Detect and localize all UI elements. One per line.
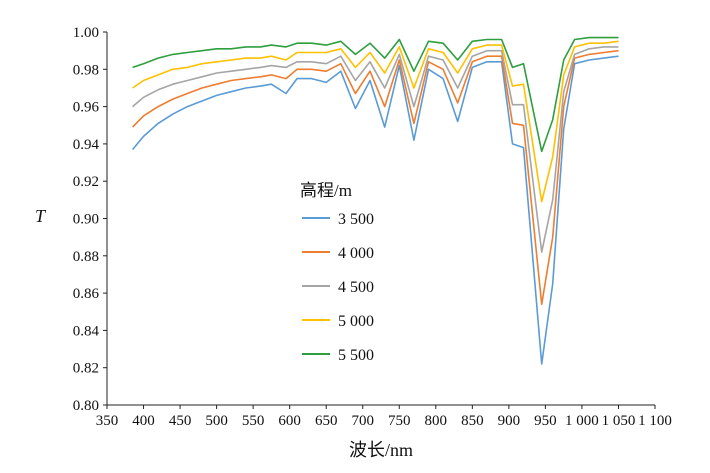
series-line-4 xyxy=(132,40,619,203)
x-tick-label: 800 xyxy=(425,413,448,429)
x-tick-label: 450 xyxy=(169,413,192,429)
series-line-3 xyxy=(132,46,619,253)
x-axis-ticks: 350 400 450 500 550 600 650 700 750 800 850 900 950 1… xyxy=(96,405,672,429)
legend-label: 3 500 xyxy=(338,211,374,228)
x-tick-label: 550 xyxy=(242,413,265,429)
x-tick-label: 900 xyxy=(498,413,521,429)
legend-label: 5 500 xyxy=(338,347,374,364)
x-tick-label: 500 xyxy=(205,413,228,429)
y-tick-label: 0.96 xyxy=(73,100,100,116)
y-tick-label: 0.92 xyxy=(73,174,99,190)
x-axis-title: 波长/nm xyxy=(349,440,413,460)
y-tick-label: 0.98 xyxy=(73,62,99,78)
x-tick-label: 350 xyxy=(96,413,119,429)
y-tick-label: 0.90 xyxy=(73,212,99,228)
legend-title: 高程/m xyxy=(300,181,352,200)
series-line-5 xyxy=(132,36,619,153)
y-tick-label: 0.82 xyxy=(73,361,99,377)
x-tick-label: 400 xyxy=(132,413,155,429)
x-tick-label: 1 100 xyxy=(638,413,672,429)
series-lines xyxy=(131,36,619,365)
axes xyxy=(106,32,655,406)
x-tick-label: 700 xyxy=(351,413,374,429)
x-tick-label: 1 050 xyxy=(602,413,636,429)
y-axis-ticks: 0.80 0.82 0.84 0.86 0.88 0.90 0.92 0.94 0.96 0.98… xyxy=(73,25,107,414)
x-tick-label: 600 xyxy=(278,413,301,429)
y-tick-label: 0.84 xyxy=(73,323,100,339)
x-tick-label: 650 xyxy=(315,413,338,429)
y-tick-label: 0.94 xyxy=(73,137,100,153)
y-tick-label: 0.88 xyxy=(73,249,99,265)
legend: 高程/m 3 500 4 000 4 500 5 000 5 500 xyxy=(300,181,374,364)
x-tick-label: 950 xyxy=(534,413,557,429)
y-tick-label: 0.86 xyxy=(73,286,100,302)
x-tick-label: 850 xyxy=(461,413,484,429)
legend-label: 4 500 xyxy=(338,279,374,296)
y-axis-title: T xyxy=(35,206,47,226)
y-tick-label: 1.00 xyxy=(73,25,99,41)
x-tick-label: 750 xyxy=(388,413,411,429)
series-line-2 xyxy=(132,49,619,306)
y-tick-label: 0.80 xyxy=(73,398,99,414)
x-tick-label: 1 000 xyxy=(565,413,599,429)
series-line-1 xyxy=(131,55,619,365)
legend-label: 5 000 xyxy=(338,313,374,330)
legend-label: 4 000 xyxy=(338,245,374,262)
